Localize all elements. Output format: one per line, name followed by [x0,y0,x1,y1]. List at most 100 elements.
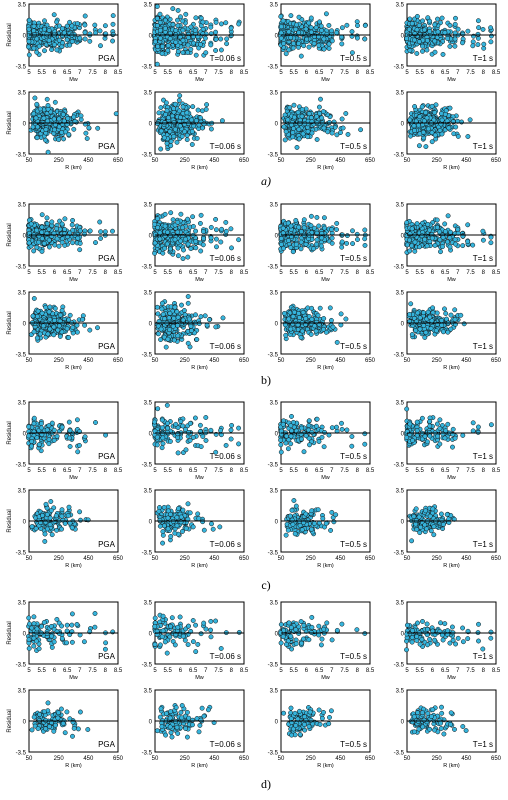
data-point [329,38,335,44]
data-point [35,308,41,314]
data-point [204,102,210,108]
data-point [224,36,230,42]
data-point [329,226,334,232]
data-point [170,217,176,223]
data-point [213,216,219,222]
data-point [446,125,452,131]
data-point [417,315,423,321]
data-point [422,335,428,340]
data-point [26,38,32,44]
data-point [64,37,70,43]
data-point [155,216,160,222]
data-point [172,101,178,107]
x-tick-label: 8.5 [240,70,249,76]
data-point [190,223,196,229]
data-point [480,228,486,234]
data-point [175,229,181,235]
x-tick-label: 5.5 [290,70,299,76]
data-point [229,245,234,251]
data-point [202,313,208,319]
x-tick-label: 650 [365,158,376,164]
x-tick-label: 7.5 [340,270,349,276]
data-point [42,18,47,24]
data-point [339,116,345,122]
data-point [321,316,327,321]
data-point [448,312,454,318]
x-tick-label: 6 [305,270,309,276]
data-point [200,125,205,131]
data-point [201,236,207,241]
data-point [291,114,297,120]
y-tick-label: 0 [149,322,153,328]
x-axis-label: Mw [195,277,204,283]
data-point [321,36,327,42]
data-point [154,23,160,29]
data-point [314,237,320,243]
data-point [224,41,230,47]
data-point [87,38,93,44]
data-point [56,37,62,43]
x-tick-label: 7.5 [214,270,223,276]
data-point [314,137,320,142]
data-point [65,116,71,121]
data-point [82,322,88,328]
data-point [314,114,320,119]
data-point [407,117,413,123]
x-tick-label: 5 [27,270,31,276]
data-point [298,53,304,59]
data-point [326,119,332,125]
data-point [49,420,55,426]
data-point [173,28,179,33]
data-point [423,110,429,116]
data-point [329,240,335,246]
x-tick-label: 6.5 [441,270,450,276]
data-point [51,332,57,338]
data-point [291,41,296,47]
data-point [298,239,304,245]
data-point [427,28,433,34]
data-point [447,22,453,28]
data-point [286,238,291,244]
data-point [321,326,327,332]
data-point [326,41,332,47]
data-point [178,114,183,120]
x-tick-label: 250 [306,158,317,164]
data-point [39,425,44,431]
data-point [339,25,345,31]
data-point [435,16,440,22]
data-point [75,21,80,27]
data-point [290,45,296,51]
data-point [447,244,453,250]
data-point [59,26,65,32]
data-point [185,50,191,55]
data-point [430,305,436,311]
data-point [167,310,173,316]
data-point [425,15,431,21]
data-point [93,30,99,36]
data-point [416,143,422,149]
data-point [296,14,302,20]
x-tick-label: 6 [431,270,435,276]
data-point [185,241,191,247]
x-tick-label: 6.5 [189,70,198,76]
data-point [198,314,204,320]
data-point [30,313,36,319]
data-point [288,35,294,41]
data-point [31,421,37,427]
data-point [155,311,161,317]
data-point [432,132,438,138]
data-point [470,43,476,49]
x-tick-label: 8.5 [366,70,375,76]
y-tick-label: 3.5 [396,203,405,209]
data-point [445,213,451,219]
data-point [185,254,191,260]
data-point [319,27,325,33]
data-point [167,129,173,134]
